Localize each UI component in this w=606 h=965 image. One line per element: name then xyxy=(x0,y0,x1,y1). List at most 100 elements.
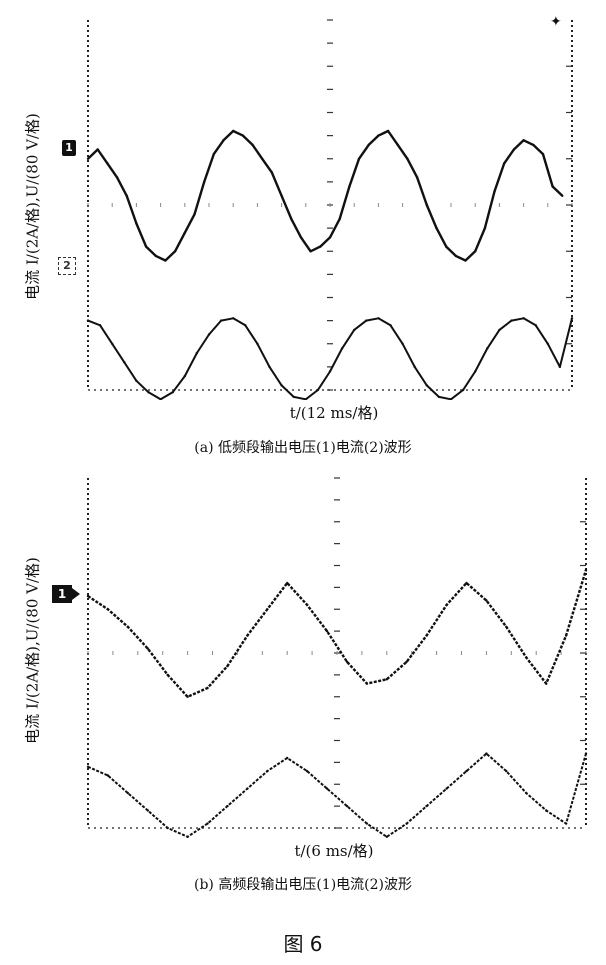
trace-point-2-1-4 xyxy=(166,826,169,830)
channel-1-marker-b: 1 xyxy=(52,585,80,603)
trace-point-1-1-4 xyxy=(166,673,169,677)
trace-point-2-1-14 xyxy=(365,822,369,825)
trace-point-1-1-6 xyxy=(206,686,209,690)
trace-point-2-0-28 xyxy=(425,384,428,387)
trace-point-2-0-19 xyxy=(316,388,320,392)
trace-point-1-1-10 xyxy=(286,581,289,585)
trace-point-1-0-28 xyxy=(357,157,361,160)
trace-point-1-0-36 xyxy=(435,226,438,230)
trace-point-2-0-16 xyxy=(280,384,283,387)
trace-point-2-0-3 xyxy=(123,361,126,364)
trace-point-2-1-1 xyxy=(106,774,110,777)
trace-point-1-1-11 xyxy=(305,603,309,607)
trace-point-2-0-17 xyxy=(292,395,295,399)
trace-point-2-0-11 xyxy=(219,319,223,322)
trace-point-1-0-20 xyxy=(280,194,283,197)
trace-point-1-0-43 xyxy=(503,162,506,165)
trace-point-1-0-3 xyxy=(115,176,119,179)
trace-point-1-0-2 xyxy=(106,162,109,165)
trace-point-1-0-18 xyxy=(261,157,264,160)
trace-point-1-1-2 xyxy=(126,625,129,628)
trace-point-1-0-40 xyxy=(474,250,477,253)
trace-point-1-1-25 xyxy=(584,568,588,572)
trace-point-1-0-44 xyxy=(512,148,516,151)
x-axis-label-b: t/(6 ms/格) xyxy=(294,842,374,860)
trace-point-1-0-1 xyxy=(96,148,99,151)
chart-panel-a: 电流 I/(2A/格),U/(80 V/格) ✦ 1 2 t/(12 ms/格)… xyxy=(0,0,606,460)
trace-point-2-0-8 xyxy=(183,374,186,378)
trace-point-2-1-5 xyxy=(186,835,189,838)
trace-point-1-1-5 xyxy=(186,695,189,698)
trace-point-1-1-17 xyxy=(425,634,428,637)
trace-point-2-1-11 xyxy=(305,769,309,773)
trace-point-1-0-11 xyxy=(193,213,196,216)
trace-point-2-1-2 xyxy=(126,791,129,795)
trace-point-2-1-16 xyxy=(405,822,408,825)
trace-point-2-0-10 xyxy=(207,333,211,336)
trace-point-2-0-38 xyxy=(546,342,549,345)
trace-point-2-0-35 xyxy=(510,319,513,322)
trace-point-1-0-46 xyxy=(532,143,535,147)
trace-point-1-0-25 xyxy=(328,236,332,239)
y-axis-label-b: 电流 I/(2A/格),U/(80 V/格) xyxy=(23,557,42,744)
trace-point-1-0-13 xyxy=(212,152,215,156)
trace-point-1-0-37 xyxy=(445,245,448,248)
trace-point-1-0-15 xyxy=(232,129,235,133)
trace-point-1-0-31 xyxy=(386,129,390,133)
trace-point-1-0-32 xyxy=(396,143,399,147)
trace-point-1-1-0 xyxy=(86,594,90,598)
trace-point-2-0-18 xyxy=(304,398,307,400)
trace-point-2-1-0 xyxy=(86,765,90,768)
trace-point-1-1-9 xyxy=(266,608,269,611)
trace-point-2-0-24 xyxy=(377,317,380,320)
caption-a: (a) 低频段输出电压(1)电流(2)波形 xyxy=(194,440,412,456)
trace-point-2-0-27 xyxy=(413,365,416,369)
trace-point-2-0-12 xyxy=(232,317,235,320)
trace-point-1-1-15 xyxy=(385,678,388,681)
trace-point-2-0-31 xyxy=(461,388,465,392)
trace-point-1-1-14 xyxy=(365,682,369,685)
trace-point-1-1-21 xyxy=(505,625,508,628)
trace-point-1-1-24 xyxy=(564,634,568,637)
trace-point-1-0-0 xyxy=(86,157,90,160)
trace-point-1-0-29 xyxy=(367,143,370,147)
trace-point-2-0-36 xyxy=(522,317,525,320)
trace-point-2-0-29 xyxy=(437,395,441,399)
trace-point-1-0-22 xyxy=(299,236,303,239)
trace-point-1-1-13 xyxy=(345,660,349,663)
trace-point-2-1-21 xyxy=(505,769,508,773)
trace-point-2-0-20 xyxy=(328,370,332,373)
trace-point-1-1-16 xyxy=(405,660,408,663)
trace-point-1-0-26 xyxy=(338,217,341,221)
trace-point-2-1-13 xyxy=(345,804,349,808)
trace-point-2-1-9 xyxy=(266,769,269,773)
trace-point-1-1-12 xyxy=(325,629,329,633)
trace-point-1-0-5 xyxy=(135,222,138,225)
trace-point-2-0-13 xyxy=(244,324,247,327)
trace-point-1-0-49 xyxy=(561,194,564,197)
channel-2-marker-a: 2 xyxy=(58,257,76,275)
trace-point-2-1-17 xyxy=(425,804,428,808)
trace-point-2-0-5 xyxy=(147,391,150,394)
trace-point-2-1-23 xyxy=(545,809,548,812)
trace-point-1-0-6 xyxy=(144,245,148,248)
trace-point-1-0-12 xyxy=(203,180,206,184)
trace-point-2-1-12 xyxy=(325,787,329,790)
trace-point-2-0-34 xyxy=(498,328,501,332)
trace-point-2-0-40 xyxy=(570,317,574,320)
trace-point-2-1-6 xyxy=(206,822,209,825)
trace-point-1-1-18 xyxy=(445,603,448,607)
x-axis-label-a: t/(12 ms/格) xyxy=(289,404,379,422)
trace-point-1-0-23 xyxy=(309,250,312,253)
trace-point-1-0-21 xyxy=(290,217,293,221)
trace-point-1-0-17 xyxy=(251,143,254,147)
trace-point-2-0-7 xyxy=(171,391,174,394)
trace-point-1-1-8 xyxy=(246,634,249,637)
trace-point-2-0-22 xyxy=(353,328,356,332)
channel-1-marker-a: 1 xyxy=(62,140,76,156)
trace-point-1-1-23 xyxy=(545,682,548,685)
trace-point-2-1-3 xyxy=(146,809,149,812)
trace-point-1-0-39 xyxy=(464,259,467,262)
oscilloscope-plot-a xyxy=(86,19,574,400)
trace-point-1-0-38 xyxy=(454,254,457,258)
